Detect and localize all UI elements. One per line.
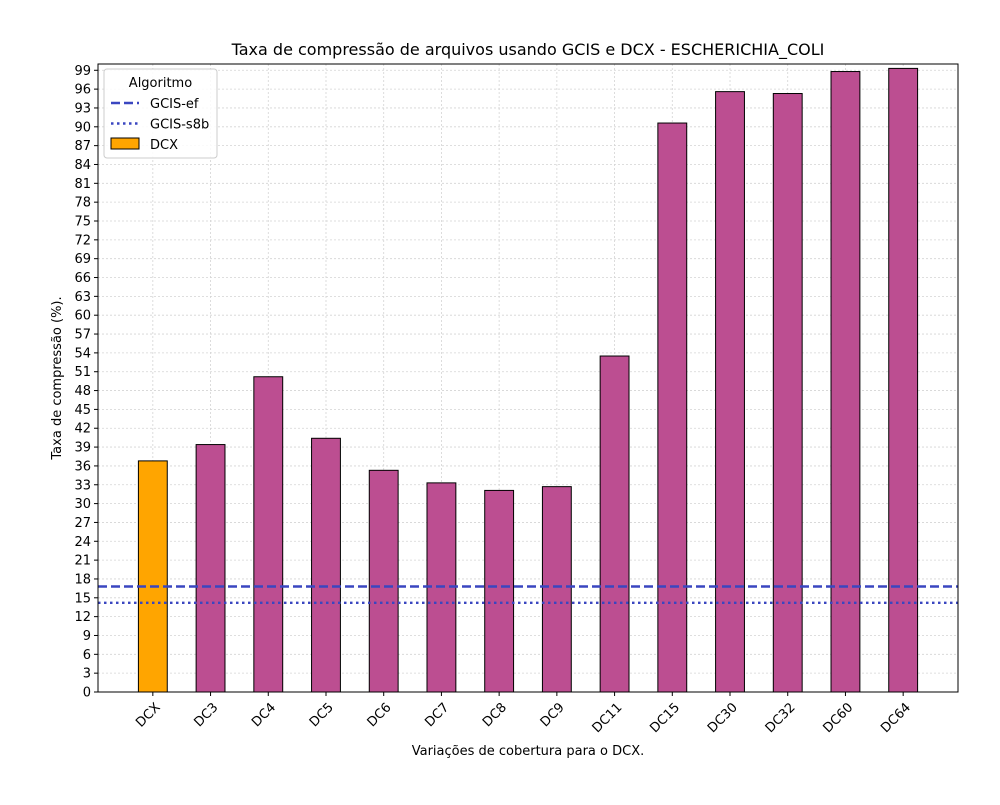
- y-axis-label: Taxa de compressão (%).: [50, 296, 65, 460]
- bar-dc15: [657, 122, 688, 693]
- y-axis-ticks: 0369121518212427303336394245485154576063…: [74, 64, 98, 701]
- reference-lines: [98, 585, 958, 605]
- legend-swatch-dcx: [110, 137, 140, 150]
- y-tick-label: 15: [74, 591, 91, 606]
- y-tick-label: 9: [83, 629, 91, 644]
- y-tick-label: 57: [74, 328, 91, 343]
- y-tick-label: 96: [74, 83, 91, 98]
- legend-box: [103, 68, 218, 159]
- bar-dc60: [830, 71, 861, 693]
- y-tick-label: 75: [74, 215, 91, 230]
- bar-dc5: [311, 437, 341, 693]
- y-tick-label: 42: [74, 422, 91, 437]
- y-tick-label: 24: [74, 535, 91, 550]
- y-tick-label: 12: [74, 610, 91, 625]
- y-tick-label: 90: [74, 120, 91, 135]
- y-tick-label: 84: [74, 158, 91, 173]
- y-tick-label: 45: [74, 403, 91, 418]
- chart-title: Taxa de compressão de arquivos usando GC…: [231, 40, 825, 60]
- plot-area-frame: [97, 63, 959, 693]
- bar-dc32: [772, 93, 803, 693]
- bar-dc64: [888, 67, 919, 693]
- bar-dcx: [137, 460, 168, 693]
- y-tick-label: 69: [74, 252, 91, 267]
- y-tick-label: 78: [74, 196, 91, 211]
- y-tick-label: 6: [83, 648, 91, 663]
- y-tick-label: 54: [74, 346, 91, 361]
- bar-dc6: [368, 469, 399, 693]
- y-tick-label: 72: [74, 233, 91, 248]
- y-tick-label: 3: [83, 667, 91, 682]
- y-tick-label: 36: [74, 459, 91, 474]
- y-tick-label: 27: [74, 516, 91, 531]
- y-tick-label: 33: [74, 478, 91, 493]
- y-tick-label: 87: [74, 139, 91, 154]
- bar-dc4: [253, 376, 284, 693]
- bar-dc30: [715, 91, 745, 693]
- y-tick-label: 60: [74, 309, 91, 324]
- y-tick-label: 63: [74, 290, 91, 305]
- bar-dc11: [599, 355, 630, 693]
- y-tick-label: 99: [74, 64, 91, 79]
- legend-label: DCX: [150, 138, 178, 153]
- y-tick-label: 66: [74, 271, 91, 286]
- x-axis-label: Variações de cobertura para o DCX.: [412, 744, 645, 759]
- legend-label: GCIS-s8b: [150, 118, 209, 133]
- y-tick-label: 21: [74, 554, 91, 569]
- y-tick-label: 51: [74, 365, 91, 380]
- bars: [137, 67, 919, 693]
- legend: Algoritmo GCIS-ef GCIS-s8b DCX: [103, 68, 218, 159]
- y-tick-label: 30: [74, 497, 91, 512]
- y-tick-label: 39: [74, 441, 91, 456]
- bar-dc3: [195, 444, 226, 693]
- bar-dc9: [541, 486, 572, 693]
- y-tick-label: 81: [74, 177, 91, 192]
- y-tick-label: 0: [83, 686, 91, 701]
- y-tick-label: 48: [74, 384, 91, 399]
- grid-lines: [98, 64, 958, 693]
- legend-label: GCIS-ef: [150, 97, 199, 112]
- legend-title: Algoritmo: [129, 76, 192, 91]
- bar-dc8: [484, 489, 515, 693]
- y-tick-label: 18: [74, 572, 91, 587]
- y-tick-label: 93: [74, 101, 91, 116]
